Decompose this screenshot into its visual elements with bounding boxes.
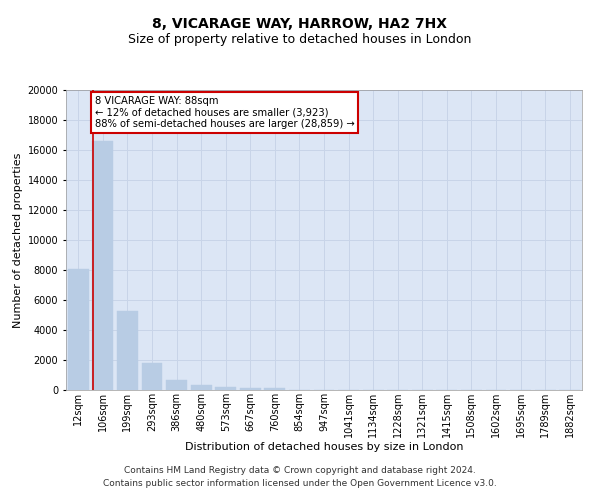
- Text: Size of property relative to detached houses in London: Size of property relative to detached ho…: [128, 32, 472, 46]
- Text: Contains HM Land Registry data © Crown copyright and database right 2024.
Contai: Contains HM Land Registry data © Crown c…: [103, 466, 497, 487]
- Text: 8 VICARAGE WAY: 88sqm
← 12% of detached houses are smaller (3,923)
88% of semi-d: 8 VICARAGE WAY: 88sqm ← 12% of detached …: [95, 96, 355, 129]
- Bar: [92, 141, 113, 390]
- Bar: [215, 387, 236, 390]
- Bar: [240, 388, 261, 390]
- Y-axis label: Number of detached properties: Number of detached properties: [13, 152, 23, 328]
- Bar: [142, 363, 163, 390]
- Text: 8, VICARAGE WAY, HARROW, HA2 7HX: 8, VICARAGE WAY, HARROW, HA2 7HX: [152, 18, 448, 32]
- Bar: [191, 385, 212, 390]
- Bar: [166, 380, 187, 390]
- X-axis label: Distribution of detached houses by size in London: Distribution of detached houses by size …: [185, 442, 463, 452]
- Bar: [68, 268, 89, 390]
- Bar: [117, 310, 138, 390]
- Bar: [265, 388, 286, 390]
